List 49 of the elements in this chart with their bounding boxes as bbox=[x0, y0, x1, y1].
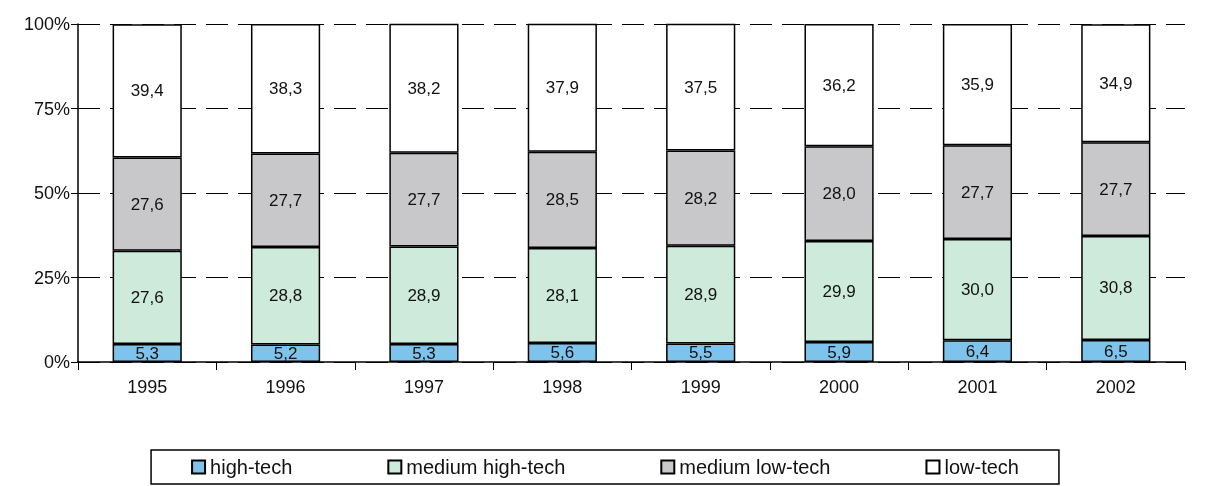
data-label: 38,2 bbox=[407, 78, 441, 98]
data-label: 5,3 bbox=[412, 343, 436, 363]
data-label: 30,0 bbox=[960, 280, 994, 300]
data-label: 28,1 bbox=[545, 286, 579, 306]
data-label: 6,4 bbox=[965, 341, 990, 361]
data-label: 36,2 bbox=[822, 75, 856, 95]
data-label: 27,6 bbox=[130, 194, 164, 214]
legend-label: medium low-tech bbox=[679, 456, 831, 478]
data-label: 28,5 bbox=[545, 190, 579, 210]
y-tick-label: 100% bbox=[23, 14, 70, 34]
data-label: 28,9 bbox=[407, 285, 441, 305]
x-tick-label: 1998 bbox=[542, 377, 583, 397]
x-tick-label: 1999 bbox=[680, 377, 721, 397]
data-label: 5,2 bbox=[273, 343, 298, 363]
y-tick-label: 0% bbox=[43, 352, 70, 372]
data-label: 35,9 bbox=[960, 75, 994, 95]
data-label: 34,9 bbox=[1099, 73, 1133, 93]
data-label: 5,6 bbox=[550, 343, 575, 363]
data-label: 29,9 bbox=[822, 282, 856, 302]
data-label: 37,9 bbox=[545, 78, 579, 98]
data-label: 5,9 bbox=[827, 342, 851, 362]
y-tick-label: 75% bbox=[33, 98, 70, 119]
data-label: 27,7 bbox=[269, 190, 303, 210]
data-label: 27,7 bbox=[1099, 179, 1133, 199]
x-tick-label: 1995 bbox=[127, 377, 168, 397]
x-tick-label: 2000 bbox=[819, 377, 860, 397]
legend-label: medium high-tech bbox=[406, 456, 566, 478]
y-tick-label: 25% bbox=[33, 267, 70, 288]
legend-label: low-tech bbox=[944, 456, 1019, 478]
data-label: 28,8 bbox=[269, 286, 303, 306]
x-tick-label: 2002 bbox=[1095, 377, 1136, 397]
data-label: 5,5 bbox=[688, 343, 713, 363]
data-label: 39,4 bbox=[130, 81, 164, 101]
data-label: 38,3 bbox=[269, 79, 303, 99]
data-label: 28,2 bbox=[684, 188, 718, 208]
data-label: 27,7 bbox=[960, 182, 994, 202]
data-label: 30,8 bbox=[1099, 278, 1133, 298]
y-tick-label: 50% bbox=[33, 183, 70, 203]
data-label: 6,5 bbox=[1103, 341, 1128, 361]
data-label: 5,3 bbox=[135, 343, 160, 363]
x-tick-label: 1997 bbox=[403, 377, 444, 397]
data-label: 28,9 bbox=[684, 285, 718, 305]
x-tick-label: 1996 bbox=[265, 377, 306, 397]
data-label: 37,5 bbox=[684, 77, 718, 97]
data-label: 27,6 bbox=[130, 287, 164, 307]
legend-label: high-tech bbox=[210, 456, 293, 478]
data-label: 28,0 bbox=[822, 184, 856, 204]
data-label: 27,7 bbox=[407, 190, 441, 210]
x-tick-label: 2001 bbox=[957, 377, 998, 397]
